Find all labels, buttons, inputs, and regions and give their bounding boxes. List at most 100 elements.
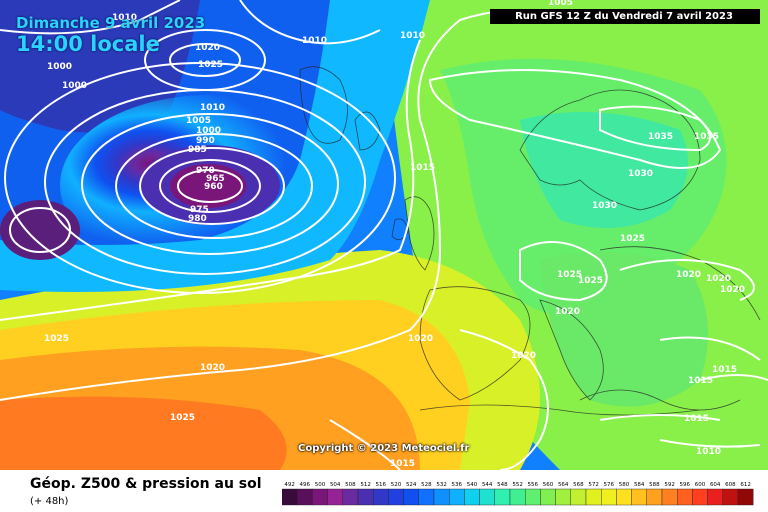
isobar-label: 1010 xyxy=(696,447,721,457)
isobar-label: 1020 xyxy=(555,307,580,317)
forecast-date: Dimanche 9 avril 2023 xyxy=(16,14,206,32)
isobar-label: 1020 xyxy=(200,363,225,373)
scale-swatch xyxy=(737,488,754,506)
run-info: Run GFS 12 Z du Vendredi 7 avril 2023 xyxy=(490,9,760,24)
isobar-label: 1015 xyxy=(712,365,737,375)
scale-tick-label: 516 xyxy=(376,482,387,488)
isobar-line xyxy=(0,39,421,321)
scale-tick-label: 576 xyxy=(604,482,615,488)
isobar-label: 1010 xyxy=(200,103,225,113)
isobar-label: 1020 xyxy=(408,334,433,344)
product-title: Géop. Z500 & pression au sol xyxy=(30,476,262,492)
isobar-ring xyxy=(177,169,243,203)
scale-swatch xyxy=(372,488,389,506)
isobar-line xyxy=(599,414,721,421)
isobar-label: 1015 xyxy=(390,459,415,469)
isobar-label: 990 xyxy=(196,136,215,146)
isobar-ring xyxy=(169,43,241,77)
isobar-line xyxy=(0,9,601,401)
scale-swatch xyxy=(282,488,298,506)
scale-tick-label: 600 xyxy=(695,482,706,488)
scale-swatch xyxy=(555,488,572,506)
scale-tick-label: 524 xyxy=(406,482,417,488)
scale-tick-label: 544 xyxy=(482,482,493,488)
isobar-label: 985 xyxy=(188,145,207,155)
scale-tick-label: 560 xyxy=(543,482,554,488)
scale-tick-label: 612 xyxy=(740,482,751,488)
isobar-line xyxy=(0,0,181,35)
isobar-line xyxy=(699,374,768,381)
geopotential-map: 1010 1010 1010 1020 1025 1000 1000 1010 … xyxy=(0,0,768,470)
field-band-orange-deep xyxy=(0,396,287,470)
isobar-label: 1035 xyxy=(648,132,673,142)
isobar-label: 1025 xyxy=(170,413,195,423)
isobar-label: 1010 xyxy=(112,13,137,23)
scale-swatch xyxy=(479,488,496,506)
scale-swatch xyxy=(661,488,678,506)
scale-tick-label: 500 xyxy=(315,482,326,488)
forecast-time: 14:00 locale xyxy=(16,32,160,56)
scale-tick-label: 580 xyxy=(619,482,630,488)
isobar-label: 960 xyxy=(204,182,223,192)
coastlines xyxy=(299,66,761,416)
isobar-line xyxy=(459,329,549,470)
isobar-label: 975 xyxy=(190,205,209,215)
isobar-label: 1020 xyxy=(195,43,220,53)
scale-swatch xyxy=(585,488,602,506)
isobar-label: 1030 xyxy=(592,201,617,211)
scale-swatch xyxy=(357,488,374,506)
scale-tick-label: 496 xyxy=(300,482,311,488)
scale-tick-label: 536 xyxy=(452,482,463,488)
scale-swatch xyxy=(646,488,663,506)
scale-swatch xyxy=(433,488,450,506)
scale-swatch xyxy=(418,488,435,506)
scale-tick-label: 520 xyxy=(391,482,402,488)
isobar-labels: 1010 1010 1010 1020 1025 1000 1000 1010 … xyxy=(44,0,745,469)
scale-tick-label: 504 xyxy=(330,482,341,488)
isobar-ring xyxy=(139,147,285,225)
isobar-line xyxy=(239,0,381,45)
isobar-ring xyxy=(144,29,266,91)
isobar-line xyxy=(519,241,608,302)
scale-tick-label: 592 xyxy=(664,482,675,488)
isobar-label: 1010 xyxy=(302,36,327,46)
isobar-label: 970 xyxy=(196,166,215,176)
scale-tick-label: 508 xyxy=(345,482,356,488)
scale-swatch xyxy=(494,488,511,506)
isobar-line xyxy=(659,439,761,448)
isobar-label: 1000 xyxy=(47,62,72,72)
isobar-label: 1035 xyxy=(694,132,719,142)
isobar-ring xyxy=(81,113,339,255)
scale-swatch xyxy=(570,488,587,506)
isobar-line xyxy=(329,419,401,470)
isobar-label: 1020 xyxy=(706,274,731,284)
scale-tick-label: 608 xyxy=(725,482,736,488)
copyright-notice: Copyright © 2023 Meteociel.fr xyxy=(298,443,470,454)
isobar-label: 1015 xyxy=(684,414,709,424)
scale-tick-label: 604 xyxy=(710,482,721,488)
scale-tick-label: 556 xyxy=(528,482,539,488)
scale-swatch xyxy=(448,488,465,506)
isobar-label: 1020 xyxy=(511,351,536,361)
scale-tick-label: 588 xyxy=(649,482,660,488)
scale-swatch xyxy=(296,488,313,506)
scale-tick-label: 540 xyxy=(467,482,478,488)
scale-swatch xyxy=(722,488,739,506)
isobar-label: 965 xyxy=(206,174,225,184)
isobar-ring xyxy=(9,207,71,253)
isobar-label: 1025 xyxy=(44,334,69,344)
scale-tick-label: 572 xyxy=(588,482,599,488)
scale-tick-label: 492 xyxy=(284,482,295,488)
isobar-label: 1025 xyxy=(557,270,582,280)
isobar-label: 1000 xyxy=(196,126,221,136)
isobar-label: 1010 xyxy=(400,31,425,41)
scale-swatch xyxy=(403,488,419,506)
scale-swatch xyxy=(388,488,404,506)
field-band-green-south xyxy=(540,252,708,407)
scale-tick-label: 564 xyxy=(558,482,569,488)
isobar-label: 1025 xyxy=(198,60,223,70)
scale-tick-label: 548 xyxy=(497,482,508,488)
low-secondary xyxy=(0,200,80,260)
scale-tick-label: 552 xyxy=(512,482,523,488)
isobar-label: 1015 xyxy=(688,376,713,386)
